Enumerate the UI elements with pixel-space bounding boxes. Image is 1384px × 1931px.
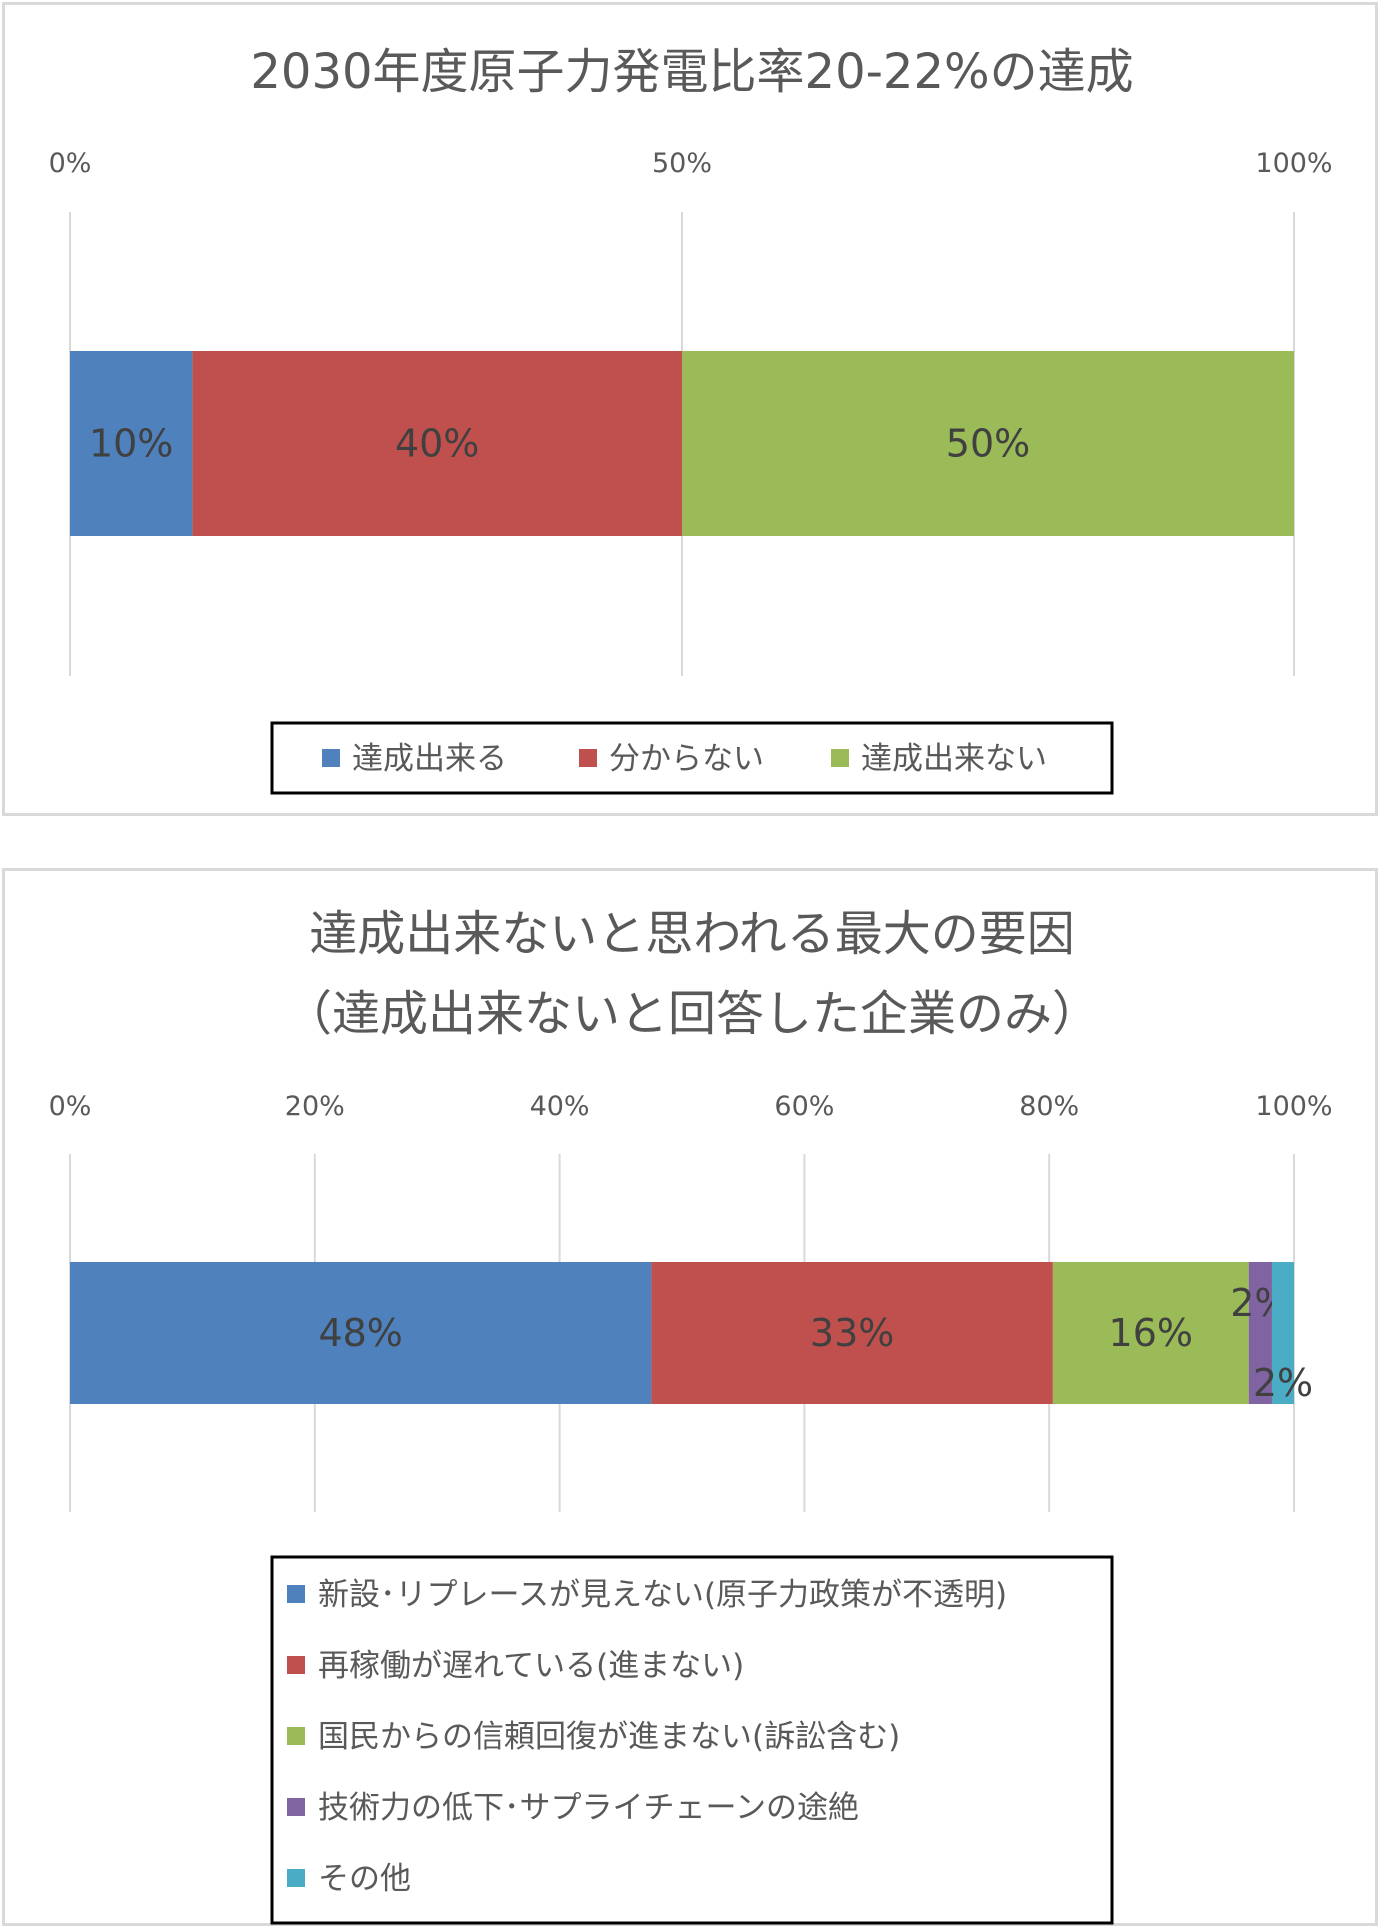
chart-2-tick-label: 100% [1255, 1091, 1332, 1122]
chart-1-bar-segment [70, 351, 193, 536]
chart-2-bar-segment [651, 1262, 1053, 1404]
chart-1-data-label: 10% [89, 422, 173, 466]
chart-2-bar-segment [1271, 1262, 1294, 1404]
chart-1-legend-swatch [831, 749, 849, 767]
chart-2-tick-label: 40% [530, 1091, 590, 1122]
chart-1-tick-label: 50% [652, 148, 712, 179]
chart-1-bar-segment [682, 351, 1294, 536]
chart-1-legend-swatch [322, 749, 340, 767]
chart-2-legend-box [270, 1555, 1114, 1925]
chart-1-legend-label: 分からない [609, 741, 764, 777]
chart-2-data-label: 48% [318, 1311, 402, 1355]
chart-2-bar-segment [1248, 1262, 1272, 1404]
chart-1-bar-segment [192, 351, 682, 536]
chart-2-data-label: 16% [1109, 1311, 1193, 1355]
chart-2-tick-label: 20% [285, 1091, 345, 1122]
chart-2-legend-label: その他 [318, 1861, 411, 1897]
chart-1-legend-swatch [579, 749, 597, 767]
chart-2-bar-segment [70, 1262, 652, 1404]
chart-2-legend-label: 国民からの信頼回復が進まない(訴訟含む) [318, 1719, 900, 1755]
chart-1-tick-label: 0% [49, 148, 92, 179]
chart-2-tick-label: 80% [1019, 1091, 1079, 1122]
chart-1-title: 2030年度原子力発電比率20-22%の達成 [250, 44, 1133, 100]
chart-2-tick-label: 0% [49, 1091, 92, 1122]
chart-2-legend-swatch [287, 1656, 305, 1674]
chart-1-legend-label: 達成出来る [352, 741, 507, 777]
chart-2-legend-swatch [287, 1585, 305, 1603]
chart-2-legend-label: 新設･リプレースが見えない(原子力政策が不透明) [318, 1577, 1007, 1613]
chart-2-data-label: 2% [1253, 1361, 1313, 1405]
chart-1-data-label: 50% [946, 422, 1030, 466]
chart-2-bar-segment [1052, 1262, 1249, 1404]
chart-2-title: （達成出来ないと回答した企業のみ） [284, 986, 1100, 1042]
chart-2-legend-swatch [287, 1869, 305, 1887]
chart-2-legend-label: 技術力の低下･サプライチェーンの途絶 [318, 1790, 859, 1826]
chart-2-tick-label: 60% [774, 1091, 834, 1122]
chart-2-legend-swatch [287, 1798, 305, 1816]
chart-1-data-label: 40% [395, 422, 479, 466]
chart-2-title: 達成出来ないと思われる最大の要因 [309, 906, 1075, 962]
chart-2-data-label: 33% [810, 1311, 894, 1355]
chart-2-legend-swatch [287, 1727, 305, 1745]
chart-1-legend-box [270, 721, 1114, 795]
chart-1-legend-label: 達成出来ない [861, 741, 1047, 777]
chart-2-legend-label: 再稼働が遅れている(進まない) [318, 1648, 744, 1684]
chart-1-tick-label: 100% [1255, 148, 1332, 179]
